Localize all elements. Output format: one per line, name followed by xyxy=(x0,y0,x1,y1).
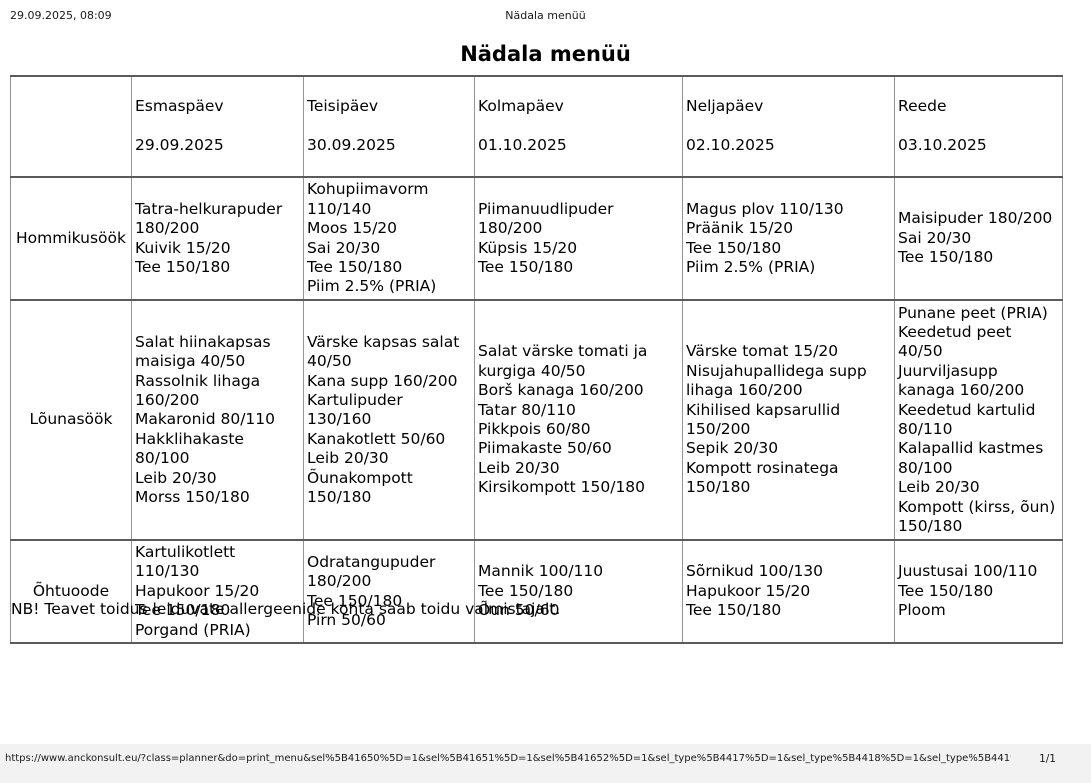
day-name: Kolmapäev xyxy=(478,97,564,116)
day-date: 30.09.2025 xyxy=(307,136,396,155)
menu-cell: Mannik 100/110 Tee 150/180 Õun 50/60 xyxy=(474,539,683,645)
menu-cell: Kohupiimavorm 110/140 Moos 15/20 Sai 20/… xyxy=(303,176,475,302)
day-date: 29.09.2025 xyxy=(135,136,224,155)
day-name: Reede xyxy=(898,97,947,116)
table-header-row: Esmaspäev 29.09.2025 Teisipäev 30.09.202… xyxy=(10,74,1063,179)
table-row-lunch: Lõunasöök Salat hiinakapsas maisiga 40/5… xyxy=(10,299,1063,542)
day-date: 03.10.2025 xyxy=(898,136,987,155)
print-footer: https://www.anckonsult.eu/?class=planner… xyxy=(0,744,1091,783)
menu-cell: Sõrnikud 100/130 Hapukoor 15/20 Tee 150/… xyxy=(682,539,895,645)
menu-cell: Piimanuudlipuder 180/200 Küpsis 15/20 Te… xyxy=(474,176,683,302)
corner-cell xyxy=(10,74,132,179)
day-header-wednesday: Kolmapäev 01.10.2025 xyxy=(474,74,683,179)
table-row-snack: Õhtuoode Kartulikotlett 110/130 Hapukoor… xyxy=(10,539,1063,645)
footer-page-number: 1/1 xyxy=(1039,753,1056,765)
weekly-menu-table: Esmaspäev 29.09.2025 Teisipäev 30.09.202… xyxy=(10,74,1063,645)
print-doc-title: Nädala menüü xyxy=(505,9,586,22)
menu-cell: Juustusai 100/110 Tee 150/180 Ploom xyxy=(894,539,1063,645)
day-date: 01.10.2025 xyxy=(478,136,567,155)
meal-label-snack: Õhtuoode xyxy=(10,539,132,645)
menu-cell: Maisipuder 180/200 Sai 20/30 Tee 150/180 xyxy=(894,176,1063,302)
day-name: Esmaspäev xyxy=(135,97,224,116)
footer-url: https://www.anckonsult.eu/?class=planner… xyxy=(5,753,1012,764)
print-datetime: 29.09.2025, 08:09 xyxy=(10,9,112,22)
day-name: Teisipäev xyxy=(307,97,379,116)
menu-cell: Tatra-helkurapuder 180/200 Kuivik 15/20 … xyxy=(131,176,304,302)
day-header-thursday: Neljapäev 02.10.2025 xyxy=(682,74,895,179)
menu-cell: Värske tomat 15/20 Nisujahupallidega sup… xyxy=(682,299,895,542)
day-header-friday: Reede 03.10.2025 xyxy=(894,74,1063,179)
meal-label-lunch: Lõunasöök xyxy=(10,299,132,542)
menu-cell: Kartulikotlett 110/130 Hapukoor 15/20 Te… xyxy=(131,539,304,645)
menu-cell: Salat hiinakapsas maisiga 40/50 Rassolni… xyxy=(131,299,304,542)
page-title: Nädala menüü xyxy=(460,42,631,66)
menu-cell: Magus plov 110/130 Präänik 15/20 Tee 150… xyxy=(682,176,895,302)
menu-cell: Salat värske tomati ja kurgiga 40/50 Bor… xyxy=(474,299,683,542)
menu-cell: Värske kapsas salat 40/50 Kana supp 160/… xyxy=(303,299,475,542)
menu-cell: Odratangupuder 180/200 Tee 150/180 Pirn … xyxy=(303,539,475,645)
meal-label-breakfast: Hommikusöök xyxy=(10,176,132,302)
allergen-note: NB! Teavet toidus leiduvate allergeenide… xyxy=(11,600,561,618)
menu-cell: Punane peet (PRIA) Keedetud peet 40/50 J… xyxy=(894,299,1063,542)
day-name: Neljapäev xyxy=(686,97,764,116)
table-row-breakfast: Hommikusöök Tatra-helkurapuder 180/200 K… xyxy=(10,176,1063,302)
day-header-monday: Esmaspäev 29.09.2025 xyxy=(131,74,304,179)
day-header-tuesday: Teisipäev 30.09.2025 xyxy=(303,74,475,179)
day-date: 02.10.2025 xyxy=(686,136,775,155)
